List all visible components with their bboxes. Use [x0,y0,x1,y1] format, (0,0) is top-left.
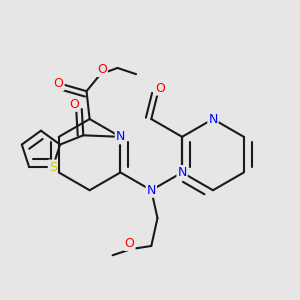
Text: N: N [177,166,187,179]
Text: N: N [116,130,125,143]
Text: O: O [69,98,79,111]
Text: S: S [49,160,57,174]
Text: N: N [208,112,218,125]
Text: O: O [156,82,166,94]
Text: O: O [125,237,135,250]
Text: N: N [147,184,156,197]
Text: O: O [54,77,64,90]
Text: O: O [97,63,107,76]
